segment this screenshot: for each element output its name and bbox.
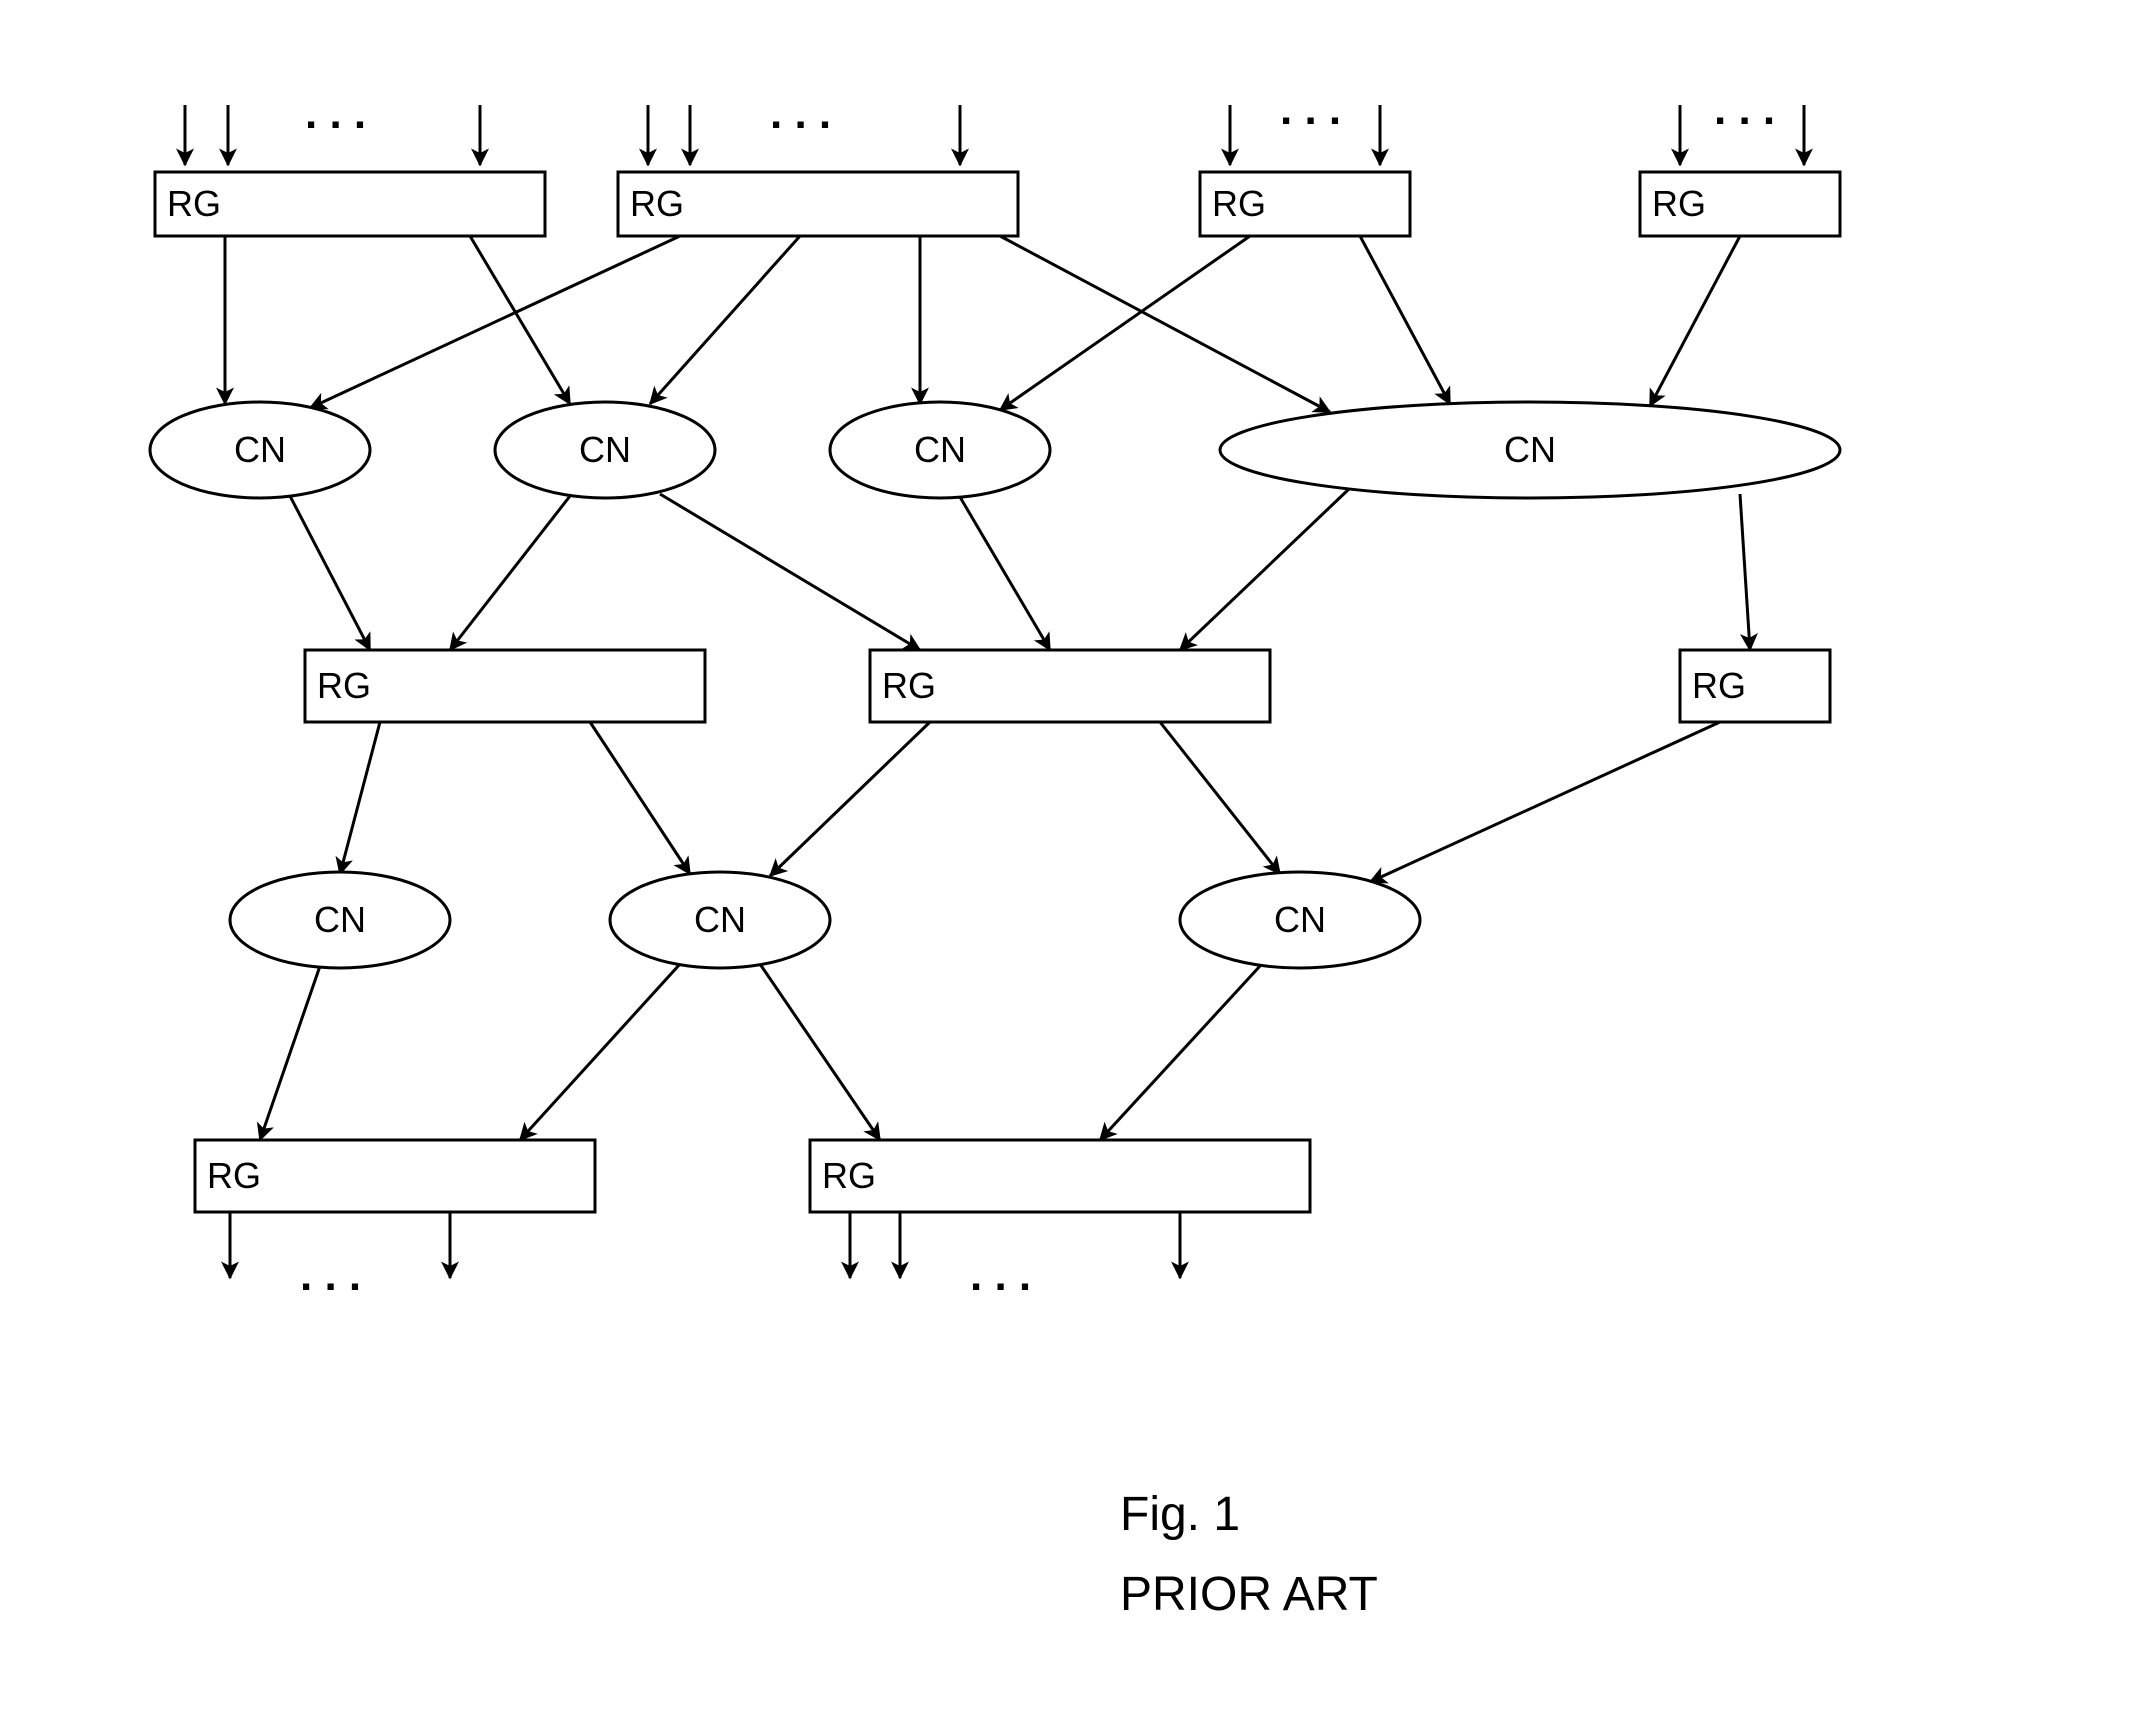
- node-label: RG: [1212, 183, 1266, 224]
- figure-number: Fig. 1: [1120, 1488, 1240, 1541]
- edge-rg2c-cn2c: [1370, 722, 1720, 882]
- edge-rg1d-cn1d: [1650, 236, 1740, 406]
- node-label: RG: [1652, 183, 1706, 224]
- edge-rg1b-cn1a: [310, 236, 680, 408]
- edge-rg1c-cn1c: [1000, 236, 1250, 410]
- edge-cn1d-rg2c: [1740, 494, 1750, 650]
- node-label: CN: [579, 429, 631, 470]
- edge-cn2b-rg3b: [760, 964, 880, 1140]
- node-label: CN: [314, 899, 366, 940]
- node-rg1d: RG: [1640, 172, 1840, 236]
- figure-caption: PRIOR ART: [1120, 1568, 1378, 1621]
- node-label: RG: [1692, 665, 1746, 706]
- edge-cn1c-rg2b: [960, 497, 1050, 650]
- node-cn2a: CN: [230, 872, 450, 968]
- node-rg1b: RG: [618, 172, 1018, 236]
- node-cn2c: CN: [1180, 872, 1420, 968]
- node-rg1c: RG: [1200, 172, 1410, 236]
- node-label: CN: [234, 429, 286, 470]
- node-label: RG: [822, 1155, 876, 1196]
- diagram-canvas: . . . . . . . . . . . . . . . . . . RG RG RG RG C…: [0, 0, 2136, 1718]
- node-label: CN: [694, 899, 746, 940]
- ellipsis-dots: . . .: [770, 89, 831, 138]
- edge-rg1b-cn1b: [650, 236, 800, 404]
- node-label: CN: [1274, 899, 1326, 940]
- edge-cn2b-rg3a: [520, 964, 680, 1140]
- node-rg2a: RG: [305, 650, 705, 722]
- node-rg3a: RG: [195, 1140, 595, 1212]
- node-rg1a: RG: [155, 172, 545, 236]
- edge-cn1a-rg2a: [290, 496, 370, 650]
- edge-cn1d-rg2b: [1180, 488, 1350, 650]
- node-label: RG: [630, 183, 684, 224]
- node-cn1b: CN: [495, 402, 715, 498]
- edge-cn1b-rg2b: [660, 494, 920, 650]
- edge-cn2a-rg3a: [260, 966, 320, 1140]
- edge-rg2b-cn2b: [770, 722, 930, 876]
- ellipsis-dots: . . .: [1714, 85, 1775, 134]
- edge-cn2c-rg3b: [1100, 966, 1260, 1140]
- edge-rg2a-cn2a: [340, 722, 380, 874]
- node-rg3b: RG: [810, 1140, 1310, 1212]
- node-cn1c: CN: [830, 402, 1050, 498]
- node-cn2b: CN: [610, 872, 830, 968]
- edge-rg2a-cn2b: [590, 722, 690, 874]
- node-rg2c: RG: [1680, 650, 1830, 722]
- edge-rg1b-cn1d: [1000, 236, 1330, 412]
- edge-rg1a-cn1b: [470, 236, 570, 404]
- node-label: RG: [882, 665, 936, 706]
- node-label: RG: [317, 665, 371, 706]
- node-label: RG: [207, 1155, 261, 1196]
- node-label: CN: [914, 429, 966, 470]
- edge-cn1b-rg2a: [450, 496, 570, 650]
- ellipsis-dots: . . .: [300, 1251, 361, 1300]
- ellipsis-dots: . . .: [970, 1251, 1031, 1300]
- edge-rg1c-cn1d: [1360, 236, 1450, 404]
- ellipsis-dots: . . .: [1280, 85, 1341, 134]
- node-cn1d: CN: [1220, 402, 1840, 498]
- node-cn1a: CN: [150, 402, 370, 498]
- node-rg2b: RG: [870, 650, 1270, 722]
- ellipsis-dots: . . .: [305, 89, 366, 138]
- node-label: RG: [167, 183, 221, 224]
- edge-rg2b-cn2c: [1160, 722, 1280, 874]
- node-label: CN: [1504, 429, 1556, 470]
